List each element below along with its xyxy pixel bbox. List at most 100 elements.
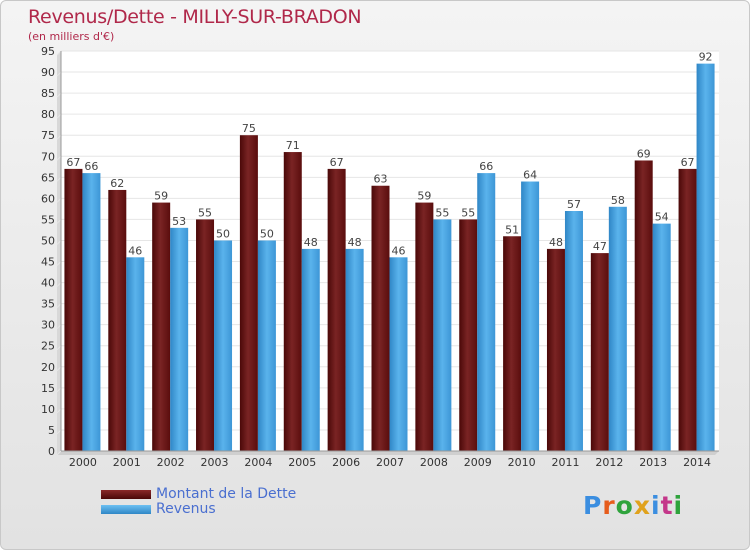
logo-letter: i [651,491,661,520]
y-tick-label: 20 [41,361,55,374]
bar-dette [678,168,697,452]
legend-label-revenus: Revenus [156,501,216,517]
data-label-dette: 51 [505,223,519,236]
legend-label-dette: Montant de la Dette [156,486,297,502]
x-tick-label: 2004 [244,456,272,469]
grid-line-wall [56,198,62,203]
data-label-revenus: 58 [611,194,625,207]
grid-line-wall [56,176,62,182]
grid-line-wall [56,92,62,98]
data-label-dette: 75 [242,122,256,135]
y-tick-label: 85 [41,87,55,100]
data-label-dette: 55 [461,206,475,219]
data-label-dette: 67 [330,156,344,169]
legend-swatch-revenus [101,505,151,514]
grid-line-wall [56,50,62,56]
x-tick-label: 2006 [332,456,360,469]
grid-line-wall [56,71,62,77]
bar-revenus [82,173,101,451]
data-label-revenus: 66 [84,160,98,173]
data-label-revenus: 57 [567,198,581,211]
y-tick-label: 55 [41,213,55,226]
y-tick-label: 45 [41,256,55,269]
y-tick-label: 40 [41,277,55,290]
bar-revenus [257,240,276,451]
grid-line-wall [56,155,62,161]
bar-revenus [521,181,540,452]
grid-line-wall [56,408,62,414]
grid-line-wall [56,303,62,308]
y-tick-label: 95 [41,45,55,58]
bar-revenus [170,227,189,451]
grid-line-wall [56,387,62,393]
y-tick-label: 15 [41,382,55,395]
x-tick-label: 2009 [464,456,492,469]
bar-revenus [301,248,320,451]
bar-dette [64,168,83,452]
grid-line-wall [56,282,62,287]
y-tick-label: 10 [41,403,55,416]
bar-dette [196,219,215,451]
x-tick-label: 2005 [288,456,316,469]
chart-title: Revenus/Dette - MILLY-SUR-BRADON [28,6,362,28]
bar-revenus [652,223,671,451]
grid-line-wall [56,429,62,435]
bar-dette [634,160,653,451]
bar-dette [546,248,565,451]
bar-revenus [564,211,583,451]
data-label-revenus: 50 [260,227,274,240]
data-label-dette: 48 [549,236,563,249]
data-label-revenus: 92 [699,51,713,64]
bar-dette [239,135,258,452]
bar-dette [459,219,478,451]
y-tick-label: 5 [48,424,55,437]
y-tick-label: 25 [41,340,55,353]
y-tick-label: 75 [41,129,55,142]
data-label-revenus: 50 [216,227,230,240]
bar-revenus [433,219,452,451]
y-tick-label: 50 [41,234,55,247]
proxiti-logo: Proxiti [583,491,683,520]
bar-revenus [345,248,364,451]
bar-revenus [389,257,408,451]
logo-letter: P [583,491,603,520]
grid-line-wall [56,324,62,330]
plot-left-wall [57,51,61,455]
y-tick-label: 30 [41,319,55,332]
logo-letter: x [633,491,651,520]
data-label-dette: 62 [110,177,124,190]
logo-letter: t [660,491,674,520]
bar-dette [327,168,346,452]
bar-dette [590,253,609,451]
x-tick-label: 2007 [376,456,404,469]
grid-line-wall [56,345,62,351]
bar-dette [152,202,171,451]
logo-letter: r [602,491,616,520]
data-label-revenus: 46 [392,244,406,257]
plot-floor [57,451,719,455]
bar-revenus [126,257,145,451]
x-tick-label: 2003 [201,456,229,469]
grid-line-wall [56,134,62,140]
x-axis: 2000 2001 2002 2003 2004 2005 2006 2007 2008 2009… [61,450,719,469]
bar-revenus [214,240,233,451]
y-tick-label: 65 [41,171,55,184]
bar-revenus [696,63,715,451]
data-label-revenus: 48 [348,236,362,249]
bar-dette [415,202,434,451]
grid-line-wall [56,366,62,372]
data-label-revenus: 64 [523,169,537,182]
chart-subtitle: (en milliers d'€) [28,30,115,43]
x-tick-label: 2001 [113,456,141,469]
legend-swatch-dette [101,490,151,499]
data-label-dette: 67 [681,156,695,169]
x-tick-label: 2011 [551,456,579,469]
data-label-revenus: 66 [479,160,493,173]
grid-line-wall [56,219,62,224]
data-label-revenus: 46 [128,244,142,257]
grid-line-wall [56,240,62,245]
grid-line-wall [56,261,62,266]
x-tick-label: 2008 [420,456,448,469]
x-tick-label: 2002 [157,456,185,469]
